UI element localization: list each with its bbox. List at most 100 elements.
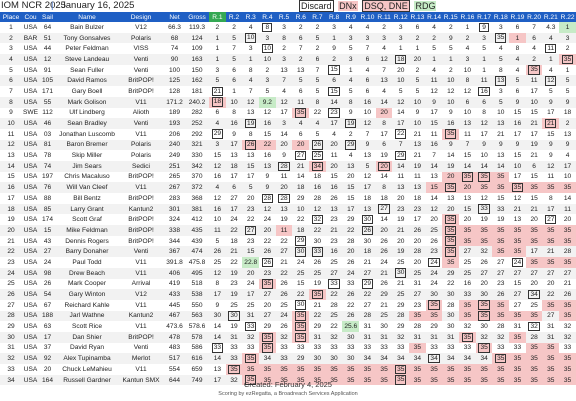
race-score-cell: 35 xyxy=(509,364,526,375)
discarded-score: 8 xyxy=(262,22,273,33)
discarded-score: 35 xyxy=(511,182,524,193)
race-score-cell: 29 xyxy=(292,353,310,364)
regatta-date: January 16, 2025 xyxy=(61,0,135,11)
race-score-cell: 20 xyxy=(463,216,472,224)
column-header-r18: R.18 xyxy=(492,12,510,22)
race-score-cell: 27 xyxy=(559,267,576,279)
race-score-cell: 7 xyxy=(392,139,410,151)
design-cell: Arrival xyxy=(131,280,151,288)
race-score-cell: 35 xyxy=(475,374,493,386)
race-score-cell: 30 xyxy=(442,310,460,322)
table-row: 13 USA 78 Skip Miller Polaris 249 330 15 13 13 16 9… xyxy=(0,150,576,161)
race-score-cell: 35 xyxy=(475,310,493,322)
column-header-r20: R.20 xyxy=(525,12,543,22)
race-score-cell: 35 xyxy=(225,364,243,375)
design-cell: V11 xyxy=(118,267,165,279)
race-score-cell: 8 xyxy=(232,109,236,117)
race-score-cell: 19 xyxy=(225,289,243,300)
race-score-cell: 8 xyxy=(275,32,293,44)
design-cell: V11 xyxy=(135,365,147,373)
footer: Created: February 4, 2025 Scoring by ezR… xyxy=(0,380,576,398)
gross-cell: 381 xyxy=(185,203,210,215)
race-score-cell: 21 xyxy=(209,86,226,97)
race-score-cell: 6 xyxy=(375,139,393,151)
name-cell: Bill Bentz xyxy=(73,194,101,202)
race-score-cell: 24 xyxy=(263,216,272,224)
race-score-cell: 19 xyxy=(380,152,388,160)
race-score-cell: 28 xyxy=(559,246,576,258)
race-score-cell: 35 xyxy=(492,374,510,386)
name-cell: Gary Winton xyxy=(56,289,119,300)
discarded-score: 35 xyxy=(395,364,407,375)
race-score-cell: 11 xyxy=(280,173,288,181)
race-score-cell: 35 xyxy=(442,235,460,247)
race-score-cell: 27 xyxy=(525,267,543,279)
race-score-cell: 23 xyxy=(497,280,505,288)
design-cell: Venti xyxy=(133,344,149,352)
net-cell: 193 xyxy=(164,118,186,129)
gross-cell: 252 xyxy=(185,118,210,129)
race-score-cell: 20 xyxy=(375,160,393,172)
race-score-cell: 35 xyxy=(292,364,310,375)
race-score-cell: 10 xyxy=(409,96,426,108)
race-score-cell: 25 xyxy=(375,310,393,322)
race-score-cell: 35 xyxy=(542,257,560,268)
race-score-cell: 11 xyxy=(275,225,293,236)
name-cell: Reichard Kahle xyxy=(64,301,110,309)
gross-cell: 518 xyxy=(191,280,203,288)
race-score-cell: 6 xyxy=(359,54,376,65)
race-score-cell: 11 xyxy=(464,130,471,138)
race-score-cell: 29 xyxy=(263,323,272,331)
race-score-cell: 10 xyxy=(480,152,488,160)
race-score-cell: 31 xyxy=(409,331,426,343)
race-score-cell: 9 xyxy=(542,139,560,151)
net-cell: 467 xyxy=(164,310,186,322)
race-score-cell: 12 xyxy=(480,194,488,202)
net-cell: 478 xyxy=(164,331,186,343)
discarded-score: 34 xyxy=(311,161,324,172)
race-score-cell: 17 xyxy=(513,130,522,138)
race-score-cell: 35 xyxy=(559,353,576,364)
race-score-cell: 27 xyxy=(375,203,393,215)
race-score-cell: 34 xyxy=(409,353,426,364)
place-cell: 25 xyxy=(7,280,15,288)
race-score-cell: 5 xyxy=(348,45,353,53)
sail-cell: 197 xyxy=(41,173,53,181)
race-score-cell: 25 xyxy=(309,267,326,279)
race-score-cell: 14 xyxy=(430,194,438,202)
race-score-cell: 12 xyxy=(275,96,293,108)
race-score-cell: 35 xyxy=(492,364,510,375)
race-score-cell: 2 xyxy=(315,23,320,31)
race-score-cell: 10 xyxy=(292,203,310,215)
discarded-score: 30 xyxy=(228,311,240,321)
race-score-cell: 1 xyxy=(209,54,226,65)
race-score-cell: 23 xyxy=(392,203,410,215)
race-score-cell: 15 xyxy=(530,194,538,202)
race-score-cell: 35 xyxy=(542,364,560,375)
race-score-cell: 15 xyxy=(425,118,443,129)
race-score-cell: 15 xyxy=(497,194,505,202)
race-score-cell: 24 xyxy=(426,257,443,268)
place-cell: 14 xyxy=(0,160,22,172)
race-score-cell: 4 xyxy=(465,45,470,53)
column-header-r3: R.3 xyxy=(242,12,260,22)
race-score-cell: 28 xyxy=(359,310,376,322)
table-row: 1 USA 64 Bain Bulzer V12 66.3 119.3 2 2 4 8 3 2 2 3 4 4 2… xyxy=(0,22,576,33)
race-score-cell: 24 xyxy=(275,310,293,322)
race-score-cell: 13 xyxy=(259,160,276,172)
race-score-cell: 3 xyxy=(332,23,336,31)
race-score-cell: 17 xyxy=(225,139,243,151)
sail-cell: 12 xyxy=(39,54,56,65)
design-cell: BritPOP! xyxy=(118,331,165,343)
race-score-cell: 26 xyxy=(342,289,360,300)
discarded-score: 35 xyxy=(478,172,490,182)
place-cell: 28 xyxy=(0,310,22,322)
race-score-cell: 13 xyxy=(275,203,293,215)
discarded-score: 21 xyxy=(211,86,224,97)
place-cell: 13 xyxy=(7,152,15,160)
race-score-cell: 14 xyxy=(425,160,443,172)
table-row: 19 USA 174 Scott Graf BritPOP! 324 412 10 24 22 24… xyxy=(0,214,576,226)
design-cell: BritPOP! xyxy=(128,194,154,202)
place-cell: 7 xyxy=(9,87,13,95)
country-cell: USA xyxy=(22,331,39,343)
